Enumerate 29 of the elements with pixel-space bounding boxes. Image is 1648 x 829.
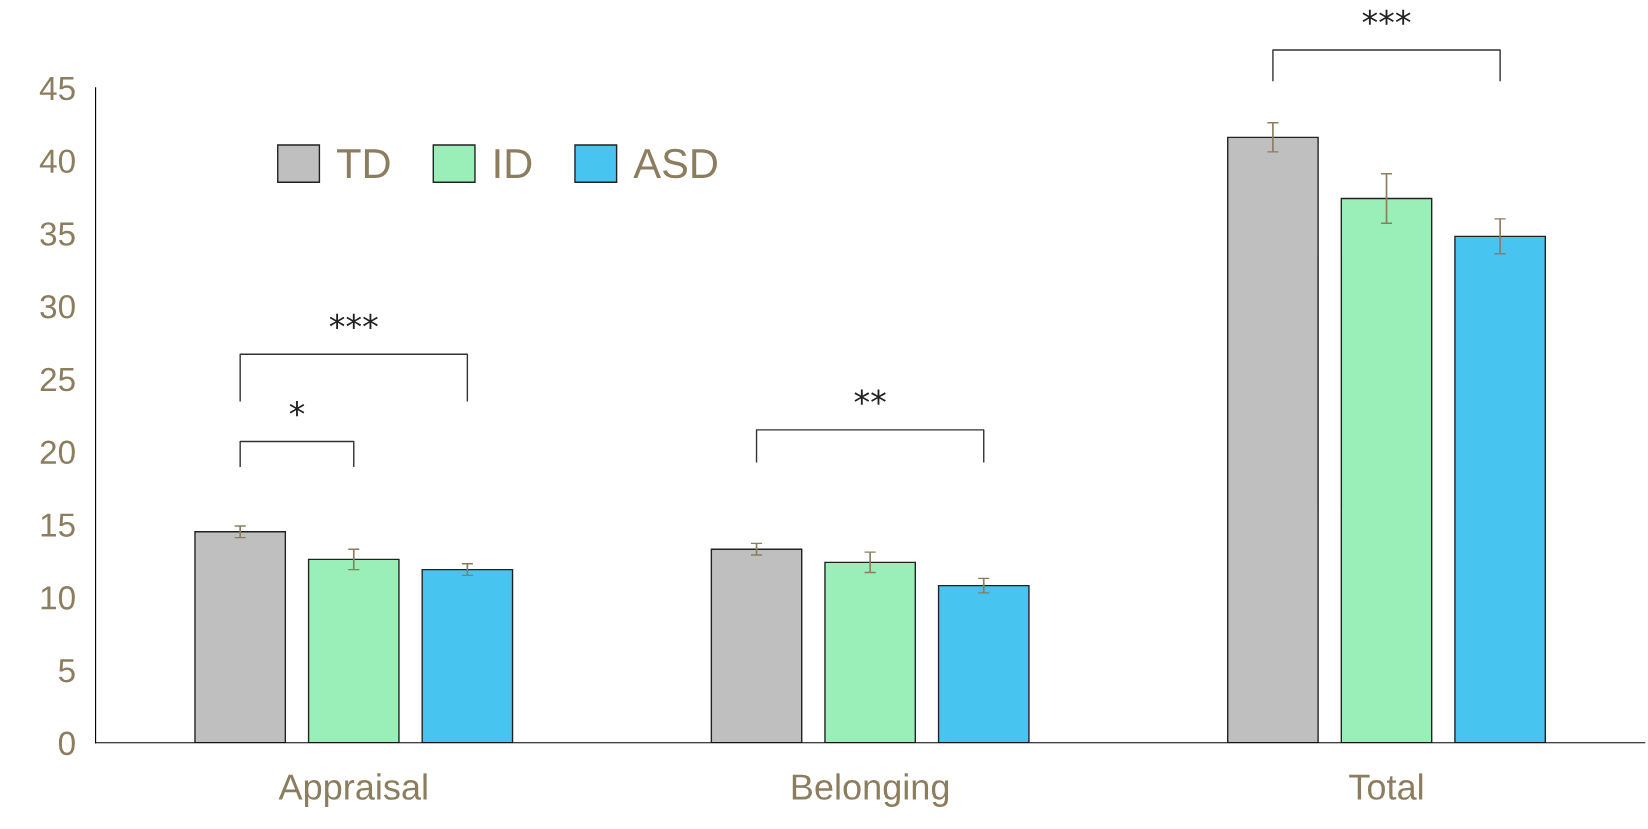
bar [421, 568, 514, 743]
bar [1227, 136, 1319, 743]
y-tick-label: 30 [40, 294, 75, 319]
annotation: *** [329, 313, 378, 329]
annotation: ** [854, 389, 886, 405]
y-tick-label: 45 [39, 77, 75, 101]
legend-label: ASD [633, 148, 717, 179]
y-tick-label: 0 [58, 731, 75, 756]
x-tick-label: Total [1349, 773, 1423, 800]
legend-label: TD [337, 149, 390, 178]
y-tick-label: 25 [40, 367, 75, 392]
x-tick-label: Appraisal [278, 773, 427, 807]
y-tick-label: 35 [40, 222, 75, 246]
y-tick-label: 5 [58, 659, 75, 683]
bar [937, 584, 1030, 743]
bar [710, 548, 803, 743]
bar [307, 558, 400, 743]
x-tick-label: Belonging [792, 773, 949, 807]
y-tick-label: 10 [41, 586, 75, 610]
bar [824, 561, 917, 743]
y-tick-label: 40 [39, 149, 75, 174]
text: *** [1362, 9, 1411, 25]
y-tick-label: 15 [41, 513, 75, 537]
bar [1454, 235, 1546, 743]
bar [1340, 197, 1433, 743]
bar [194, 531, 287, 743]
y-tick-label: 20 [40, 440, 75, 465]
annotation: * [289, 401, 305, 417]
legend-label: ID [495, 149, 532, 178]
